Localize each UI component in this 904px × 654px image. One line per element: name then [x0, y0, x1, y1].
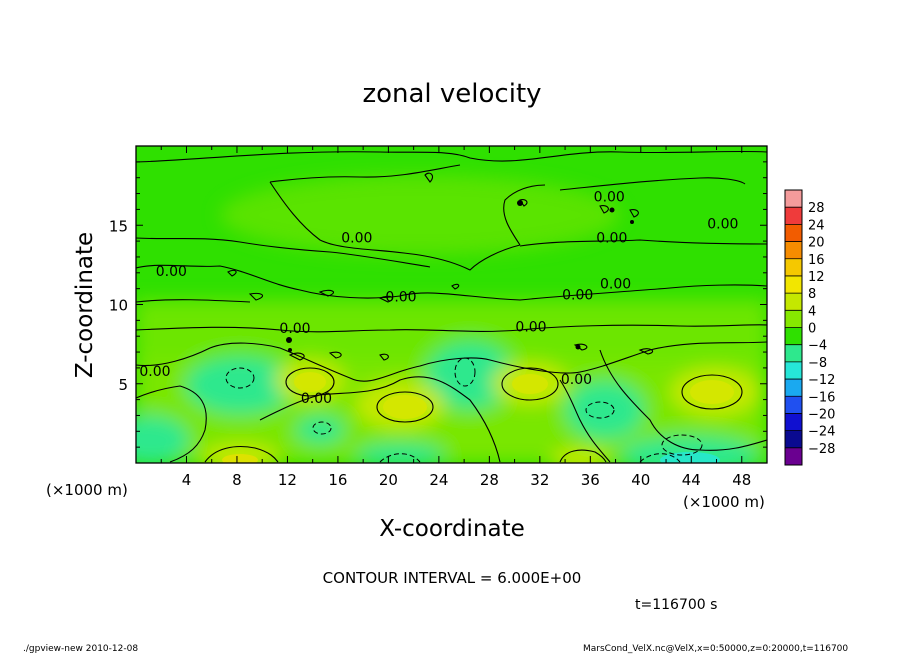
chart-title: zonal velocity [362, 79, 541, 109]
contour-interval-text: CONTOUR INTERVAL = 6.000E+00 [323, 569, 582, 587]
colorbar-label: 24 [808, 218, 825, 233]
colorbar-swatch [785, 258, 802, 277]
x-tick-label: 40 [631, 471, 650, 489]
colorbar-swatch [785, 293, 802, 311]
colorbar-swatch [785, 207, 802, 225]
colorbar-swatch [785, 327, 802, 346]
colorbar-label: 20 [808, 236, 825, 251]
x-tick-label: 24 [429, 471, 448, 489]
contour-clusters [286, 200, 634, 352]
colorbar-label: 8 [808, 287, 816, 302]
heatmap-field: 0.00 0.00 0.00 0.00 0.00 0.00 0.00 0.00 0.00 0.00… [136, 146, 767, 463]
negative-contours [225, 357, 703, 463]
contour-label: 0.00 [385, 289, 416, 305]
colorbar-label: 12 [808, 270, 825, 285]
x-tick-label: 8 [232, 471, 242, 489]
colorbar-label: 28 [808, 201, 825, 216]
colorbar-label: −28 [808, 442, 835, 457]
x-tick-label: 48 [732, 471, 751, 489]
colorbar-swatch [785, 430, 802, 449]
contour-label: 0.00 [594, 189, 625, 205]
colorbar-swatch [785, 241, 802, 260]
colorbar: 28 24 20 16 12 8 4 0 −4 −8 −12 −16 −20 −24 −28 [784, 189, 835, 466]
contour-labels: 0.00 0.00 0.00 0.00 0.00 0.00 0.00 0.00 0.00 0.00… [139, 189, 738, 406]
colorbar-swatch [785, 275, 802, 294]
contour-label: 0.00 [301, 391, 332, 407]
x-tick-label: 32 [530, 471, 549, 489]
contour-label: 0.00 [561, 372, 592, 388]
colorbar-label: −12 [808, 373, 835, 388]
x-axis-label: X-coordinate [379, 516, 525, 542]
colorbar-swatch [785, 447, 802, 466]
y-tick-label: 5 [118, 376, 128, 394]
y-tick-label: 15 [109, 217, 128, 235]
x-tick-label: 44 [682, 471, 701, 489]
colorbar-label: −20 [808, 407, 835, 422]
contour-label: 0.00 [341, 231, 372, 247]
contour-label: 0.00 [156, 264, 187, 280]
y-axis-ticks: 5 10 15 [109, 161, 767, 448]
contour-lines [136, 150, 767, 463]
colorbar-swatch [785, 344, 802, 363]
y-axis-label: Z-coordinate [72, 232, 98, 378]
colorbar-label: −24 [808, 425, 835, 440]
contour-label: 0.00 [515, 319, 546, 335]
x-unit-label-left: (×1000 m) [46, 481, 128, 499]
contour-label: 0.00 [707, 216, 738, 232]
y-tick-label: 10 [109, 297, 128, 315]
colorbar-swatch [785, 310, 802, 328]
time-text: t=116700 s [635, 597, 717, 613]
colorbar-label: −16 [808, 390, 835, 405]
contour-label: 0.00 [600, 277, 631, 293]
x-tick-label: 16 [328, 471, 347, 489]
contour-label: 0.00 [596, 231, 627, 247]
x-unit-label-right: (×1000 m) [683, 493, 765, 511]
colorbar-swatch [785, 413, 802, 432]
colorbar-swatch [785, 361, 802, 380]
x-tick-label: 12 [278, 471, 297, 489]
colorbar-label: 0 [808, 322, 816, 337]
footer-right: MarsCond_VelX.nc@VelX,x=0:50000,z=0:2000… [583, 644, 848, 654]
x-tick-label: 20 [379, 471, 398, 489]
colorbar-label: −4 [808, 339, 827, 354]
colorbar-swatch [785, 224, 802, 243]
contour-label: 0.00 [562, 288, 593, 304]
colorbar-swatch [785, 379, 802, 397]
colorbar-swatch [785, 396, 802, 414]
x-axis-ticks: 4 8 12 16 20 24 28 32 36 40 44 48 [160, 146, 751, 489]
contour-label: 0.00 [279, 321, 310, 337]
x-tick-label: 4 [182, 471, 192, 489]
colorbar-label: −8 [808, 356, 827, 371]
x-tick-label: 28 [480, 471, 499, 489]
contour-label: 0.00 [139, 364, 170, 380]
x-tick-label: 36 [581, 471, 600, 489]
footer-left: ./gpview-new 2010-12-08 [23, 644, 138, 654]
colorbar-label: 4 [808, 304, 816, 319]
colorbar-label: 16 [808, 253, 825, 268]
colorbar-swatch [785, 190, 802, 208]
